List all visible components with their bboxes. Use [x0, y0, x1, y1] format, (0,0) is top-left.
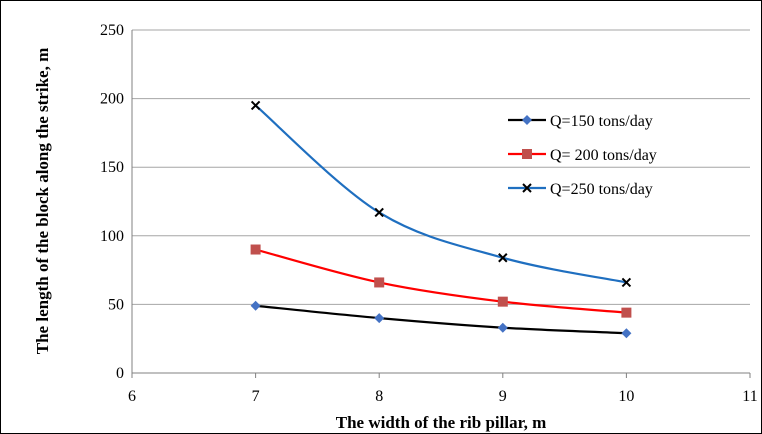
- y-tick-label-1: 50: [108, 296, 124, 313]
- x-tick-label-0: 6: [128, 388, 136, 405]
- y-tick-label-0: 0: [116, 365, 124, 382]
- data-point-1-3: [621, 307, 632, 318]
- data-point-1-1: [374, 277, 385, 288]
- series-line-1: [255, 248, 627, 314]
- y-tick-label-2: 100: [100, 228, 124, 245]
- y-tick-label-5: 250: [100, 22, 124, 39]
- data-point-2-1: [374, 207, 384, 218]
- x-tick-label-5: 11: [742, 388, 757, 405]
- legend-label-2: Q=250 tons/day: [550, 181, 653, 198]
- series-line-0: [255, 304, 627, 335]
- y-tick-label-3: 150: [100, 159, 124, 176]
- series-1: [250, 244, 632, 318]
- series-line-2: [254, 104, 627, 284]
- legend-label-0: Q=150 tons/day: [550, 113, 653, 130]
- x-tick-label-4: 10: [618, 388, 634, 405]
- x-tick-label-1: 7: [252, 388, 260, 405]
- data-point-2-2: [498, 253, 508, 263]
- data-point-1-0: [250, 244, 261, 255]
- x-tick-labels: 6 7 8 9 10 11: [128, 373, 758, 405]
- data-point-0-2: [497, 322, 508, 333]
- series-2: [250, 100, 632, 288]
- y-tick-labels: 0 50 100 150 200 250: [100, 22, 124, 382]
- y-tick-label-4: 200: [100, 91, 124, 108]
- data-point-1-2: [497, 296, 508, 307]
- x-axis-title: The width of the rib pillar, m: [336, 413, 546, 432]
- data-point-2-0: [250, 100, 261, 111]
- series: [250, 100, 632, 339]
- series-0: [250, 300, 632, 339]
- legend: Q=150 tons/day Q= 200 tons/day Q=250 tons/…: [508, 113, 657, 198]
- gridlines: [132, 29, 750, 305]
- data-point-2-3: [621, 277, 632, 288]
- axes: [131, 30, 750, 374]
- legend-item-2: Q=250 tons/day: [508, 181, 653, 198]
- legend-marker-1: [522, 149, 532, 159]
- legend-item-1: Q= 200 tons/day: [508, 147, 657, 164]
- x-tick-label-2: 8: [375, 388, 383, 405]
- legend-marker-2: [522, 183, 532, 193]
- y-axis-title: The length of the block along the strike…: [33, 48, 52, 354]
- legend-label-1: Q= 200 tons/day: [550, 147, 657, 164]
- legend-item-0: Q=150 tons/day: [508, 113, 653, 130]
- x-tick-label-3: 9: [499, 388, 507, 405]
- legend-marker-0: [522, 115, 532, 125]
- data-point-0-3: [621, 328, 632, 339]
- data-point-0-0: [250, 300, 261, 311]
- data-point-0-1: [374, 313, 385, 324]
